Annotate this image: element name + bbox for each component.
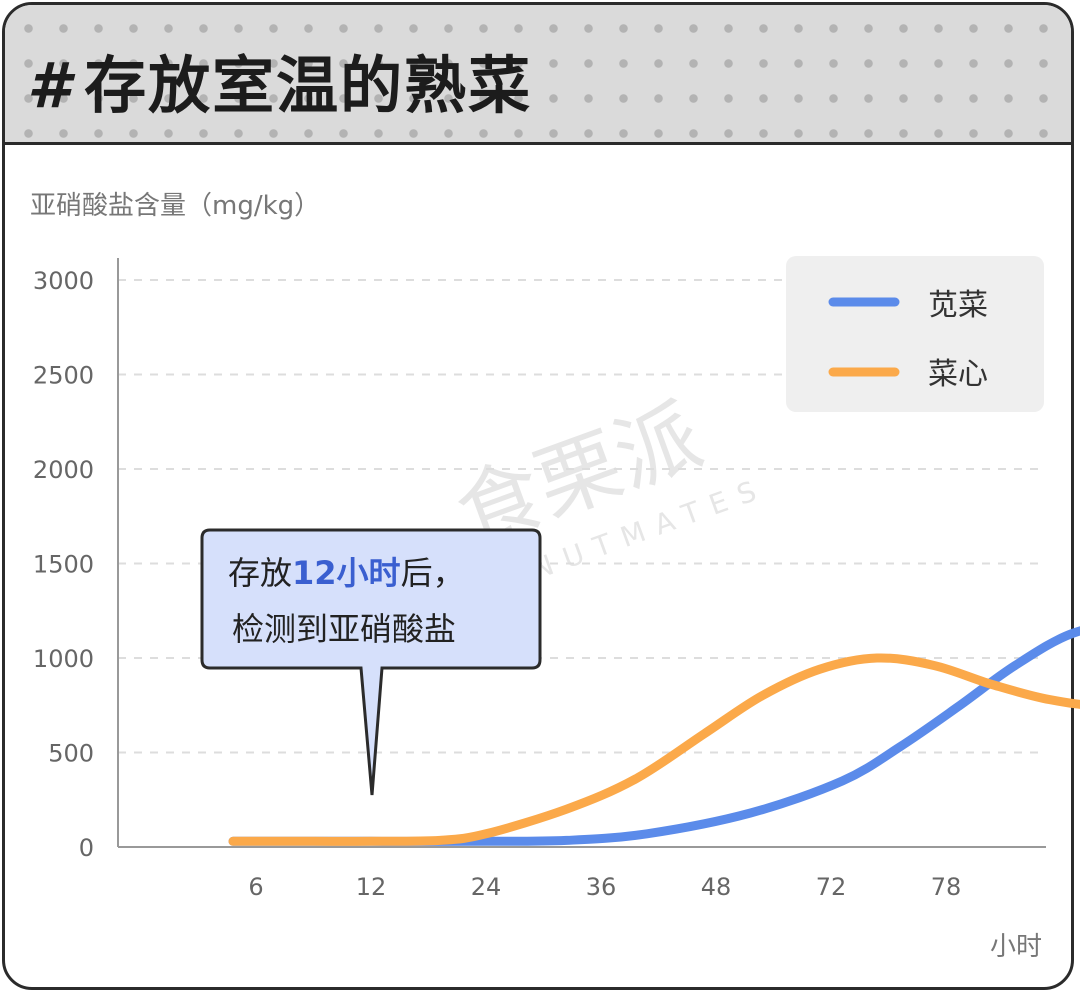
y-tick-label: 2500 — [33, 362, 94, 390]
y-tick-label: 0 — [79, 834, 94, 862]
series-line-choysum — [228, 653, 1080, 846]
y-ticks: 0 500 1000 1500 2000 2500 3000 — [33, 267, 94, 862]
legend-label-choysum: 菜心 — [928, 357, 988, 392]
callout-line1: 存放12小时后， — [228, 554, 465, 592]
hash-icon: # — [27, 49, 73, 122]
x-tick-label: 24 — [471, 873, 502, 901]
title-bar: # 存放室温的熟菜 — [5, 5, 1071, 145]
x-tick-label: 6 — [248, 873, 263, 901]
legend-box — [786, 256, 1044, 412]
y-tick-label: 500 — [48, 740, 94, 768]
series-lines — [228, 626, 1080, 846]
x-tick-label: 48 — [701, 873, 732, 901]
callout-highlight: 12小时 — [292, 554, 401, 592]
x-tick-label: 36 — [586, 873, 617, 901]
title-text: 存放室温的熟菜 — [84, 49, 533, 122]
y-tick-label: 1500 — [33, 551, 94, 579]
x-tick-label: 78 — [931, 873, 962, 901]
x-axis-label: 小时 — [990, 932, 1042, 962]
x-tick-label: 72 — [816, 873, 847, 901]
legend: 苋菜 菜心 — [786, 256, 1044, 412]
y-tick-label: 1000 — [33, 645, 94, 673]
callout-line1-pre: 存放 — [228, 554, 292, 592]
y-tick-label: 2000 — [33, 456, 94, 484]
x-tick-label: 12 — [356, 873, 387, 901]
x-ticks: 6 12 24 36 48 72 78 — [248, 873, 961, 901]
callout: 存放12小时后， 检测到亚硝酸盐 — [200, 528, 542, 796]
callout-line2: 检测到亚硝酸盐 — [232, 610, 456, 648]
page-title: # 存放室温的熟菜 — [27, 35, 532, 125]
callout-bubble — [200, 528, 542, 796]
y-axis-label: 亚硝酸盐含量（mg/kg） — [30, 191, 320, 221]
y-tick-label: 3000 — [33, 267, 94, 295]
callout-line1-post: 后， — [401, 554, 465, 592]
legend-label-amaranth: 苋菜 — [928, 288, 988, 323]
